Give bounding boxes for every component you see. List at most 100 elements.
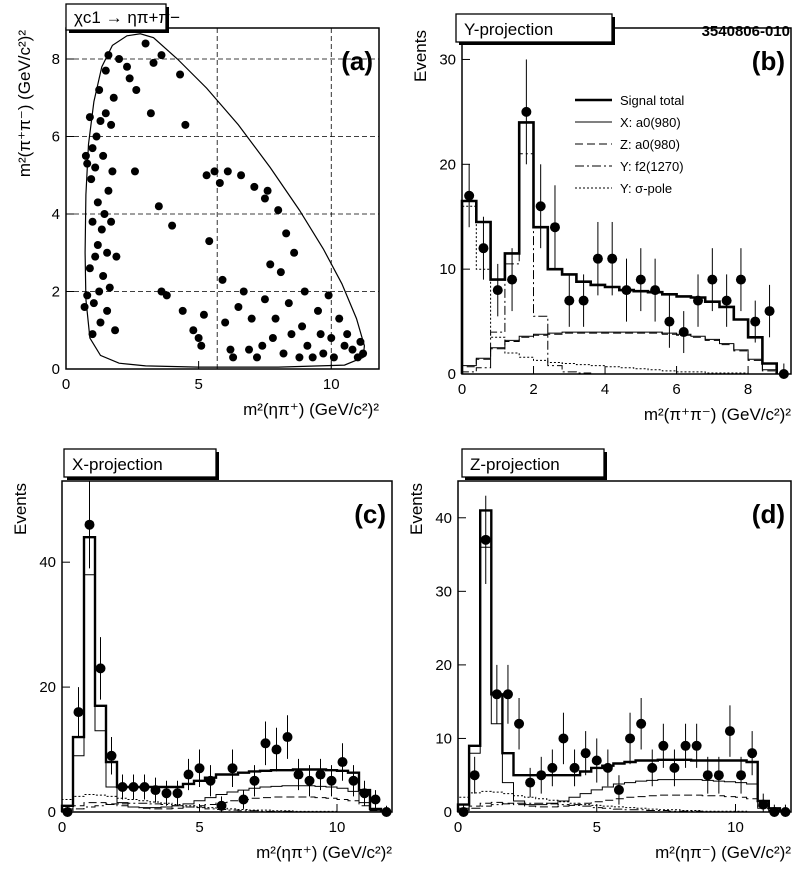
scatter-point: [88, 217, 97, 226]
panel-title: Y-projection: [464, 20, 553, 39]
data-point: [238, 794, 249, 805]
legend-label: Y: f2(1270): [620, 159, 684, 174]
data-point: [525, 777, 536, 788]
scatter-point: [215, 179, 224, 187]
scatter-point: [104, 51, 113, 60]
histogram-z-a0-980-: [461, 332, 778, 374]
scatter-point: [83, 159, 92, 168]
scatter-point: [202, 171, 211, 180]
scatter-point: [234, 303, 243, 311]
data-point: [693, 295, 704, 306]
scatter-point: [266, 260, 275, 269]
y-axis-label: Events: [407, 483, 426, 535]
x-tick-label: 0: [458, 381, 466, 398]
y-axis-label: Events: [11, 483, 30, 535]
scatter-point: [87, 175, 96, 184]
scatter-point: [93, 198, 102, 207]
data-point: [549, 222, 560, 233]
data-point: [216, 800, 227, 811]
data-point: [602, 762, 613, 773]
plot-frame: [65, 27, 380, 370]
x-tick-label: 0: [58, 819, 66, 836]
scatter-point: [194, 334, 203, 342]
scatter-point: [205, 237, 214, 246]
scatter-point: [85, 113, 94, 122]
histogram-signal-total: [456, 509, 782, 812]
data-point: [769, 807, 780, 817]
scatter-point: [290, 248, 299, 257]
scatter-point: [327, 334, 336, 342]
data-point: [293, 769, 304, 780]
data-point: [702, 770, 713, 781]
scatter-point: [123, 62, 132, 71]
panel-label: (a): [341, 46, 373, 76]
data-point: [205, 775, 216, 786]
data-point: [536, 770, 547, 781]
data-point: [647, 762, 658, 773]
data-point: [161, 788, 172, 799]
x-tick-label: 5: [593, 819, 601, 836]
scatter-point: [81, 151, 90, 160]
y-tick-label: 0: [448, 366, 456, 383]
data-point: [128, 782, 139, 793]
plot-frame: [61, 480, 393, 813]
scatter-point: [132, 86, 141, 94]
data-point: [194, 763, 205, 774]
scatter-point: [168, 221, 177, 230]
y-tick-label: 40: [435, 510, 452, 527]
y-tick-label: 0: [48, 804, 56, 821]
data-point: [650, 285, 661, 296]
title-box: [461, 448, 605, 478]
data-point: [370, 794, 381, 805]
scatter-point: [95, 287, 104, 296]
data-point: [507, 274, 518, 285]
data-point: [95, 663, 106, 674]
scatter-point: [103, 306, 112, 315]
scatter-point: [80, 303, 89, 311]
data-point: [721, 295, 732, 306]
data-point: [304, 775, 315, 786]
scatter-point: [93, 241, 102, 249]
data-point: [478, 243, 489, 254]
data-point: [669, 762, 680, 773]
scatter-point: [97, 225, 106, 234]
data-point: [260, 738, 271, 749]
scatter-point: [359, 349, 368, 358]
data-point: [326, 775, 337, 786]
scatter-point: [146, 109, 155, 118]
data-point: [780, 807, 791, 817]
x-tick-label: 5: [194, 376, 202, 393]
panel-label: (b): [752, 46, 785, 76]
scatter-point: [247, 314, 256, 323]
data-point: [713, 770, 724, 781]
data-point: [183, 769, 194, 780]
scatter-point: [96, 318, 105, 327]
scatter-point: [83, 291, 92, 300]
scatter-point: [329, 353, 338, 362]
scatter-point: [221, 318, 230, 327]
scatter-point: [308, 353, 317, 362]
x-tick-label: 0: [454, 819, 462, 836]
scatter-point: [107, 120, 116, 129]
scatter-point: [85, 264, 94, 273]
scatter-point: [157, 51, 166, 60]
x-axis-label: m²(ηπ⁻) (GeV/c²)²: [655, 843, 791, 862]
panel-label: (c): [354, 499, 386, 529]
scatter-point: [279, 349, 288, 358]
x-tick-label: 4: [601, 381, 609, 398]
data-point: [547, 762, 558, 773]
data-point: [492, 285, 503, 296]
data-point: [348, 775, 359, 786]
x-tick-label: 0: [62, 376, 70, 393]
scatter-point: [300, 287, 309, 296]
scatter-point: [96, 117, 105, 125]
histogram-y-pole: [61, 794, 381, 813]
scatter-point: [335, 314, 344, 323]
scatter-point: [109, 93, 118, 102]
scatter-point: [284, 299, 293, 308]
panel-label: (d): [752, 499, 785, 529]
histogram-z-a0-980-: [457, 794, 781, 812]
data-point: [621, 285, 632, 296]
y-tick-label: 20: [435, 657, 452, 674]
data-point: [691, 740, 702, 751]
